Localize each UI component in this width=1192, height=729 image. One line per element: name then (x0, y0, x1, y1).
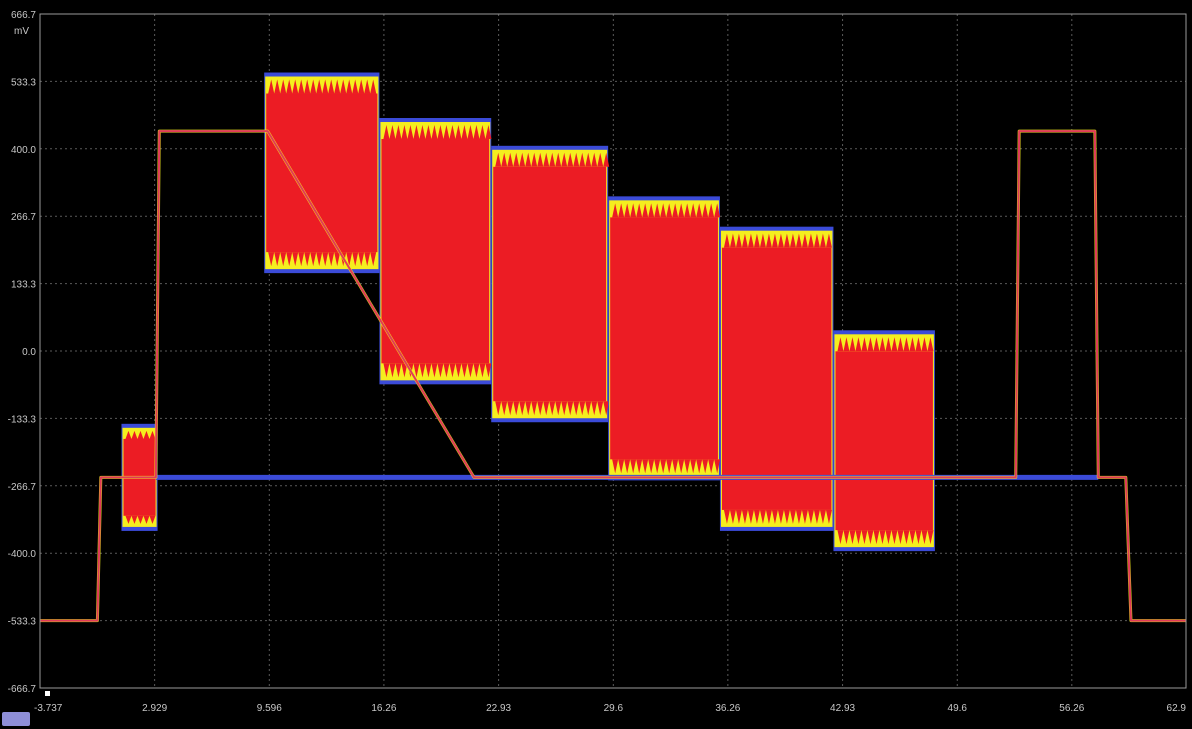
y-tick-label: 400.0 (11, 145, 36, 156)
y-tick-label: 533.3 (11, 77, 36, 88)
y-tick-label: -533.3 (8, 617, 37, 628)
burst-envelope (719, 226, 834, 531)
y-tick-label: 666.7 (11, 10, 36, 21)
envelope-core (835, 351, 933, 531)
envelope-core (381, 139, 490, 364)
y-tick-label: -666.7 (8, 684, 37, 695)
burst-envelope (379, 118, 492, 385)
x-axis-ticks: -3.737 2.929 9.596 16.26 22.93 29.6 36.26 42.93… (34, 703, 1186, 714)
burst-envelopes (121, 72, 935, 552)
plot-frame (39, 13, 1187, 689)
dc-trace (40, 130, 1186, 622)
envelope-core (493, 166, 607, 402)
x-tick-label: 2.929 (142, 703, 167, 714)
burst-envelope (264, 72, 380, 274)
x-tick-label: 16.26 (371, 703, 396, 714)
y-tick-label: 266.7 (11, 212, 36, 223)
traces (40, 129, 1186, 623)
burst-envelope (608, 196, 721, 481)
y-tick-label: 133.3 (11, 280, 36, 291)
x-tick-label: -3.737 (34, 703, 63, 714)
x-tick-label: 36.26 (715, 703, 740, 714)
channel-badge[interactable] (2, 712, 30, 726)
y-unit-label: mV (14, 26, 29, 37)
y-tick-label: -266.7 (8, 482, 37, 493)
burst-envelope (833, 330, 935, 552)
burst-envelope (491, 145, 610, 423)
y-tick-label: -133.3 (8, 414, 37, 425)
y-axis-ticks: 666.7 533.3 400.0 266.7 133.3 0.0 -133.3 -266.7… (8, 10, 37, 695)
x-tick-label: 9.596 (257, 703, 282, 714)
x-tick-label: 29.6 (604, 703, 624, 714)
envelope-core (721, 247, 832, 510)
x-tick-label: 42.93 (830, 703, 855, 714)
x-tick-label: 56.26 (1059, 703, 1084, 714)
x-tick-label: 62.9 (1167, 703, 1187, 714)
x-tick-label: 22.93 (486, 703, 511, 714)
envelope-core (266, 93, 378, 253)
y-tick-label: 0.0 (22, 347, 36, 358)
y-tick-label: -400.0 (8, 549, 37, 560)
x-tick-label: 49.6 (948, 703, 968, 714)
trigger-marker (45, 691, 50, 696)
envelope-core (610, 217, 718, 460)
